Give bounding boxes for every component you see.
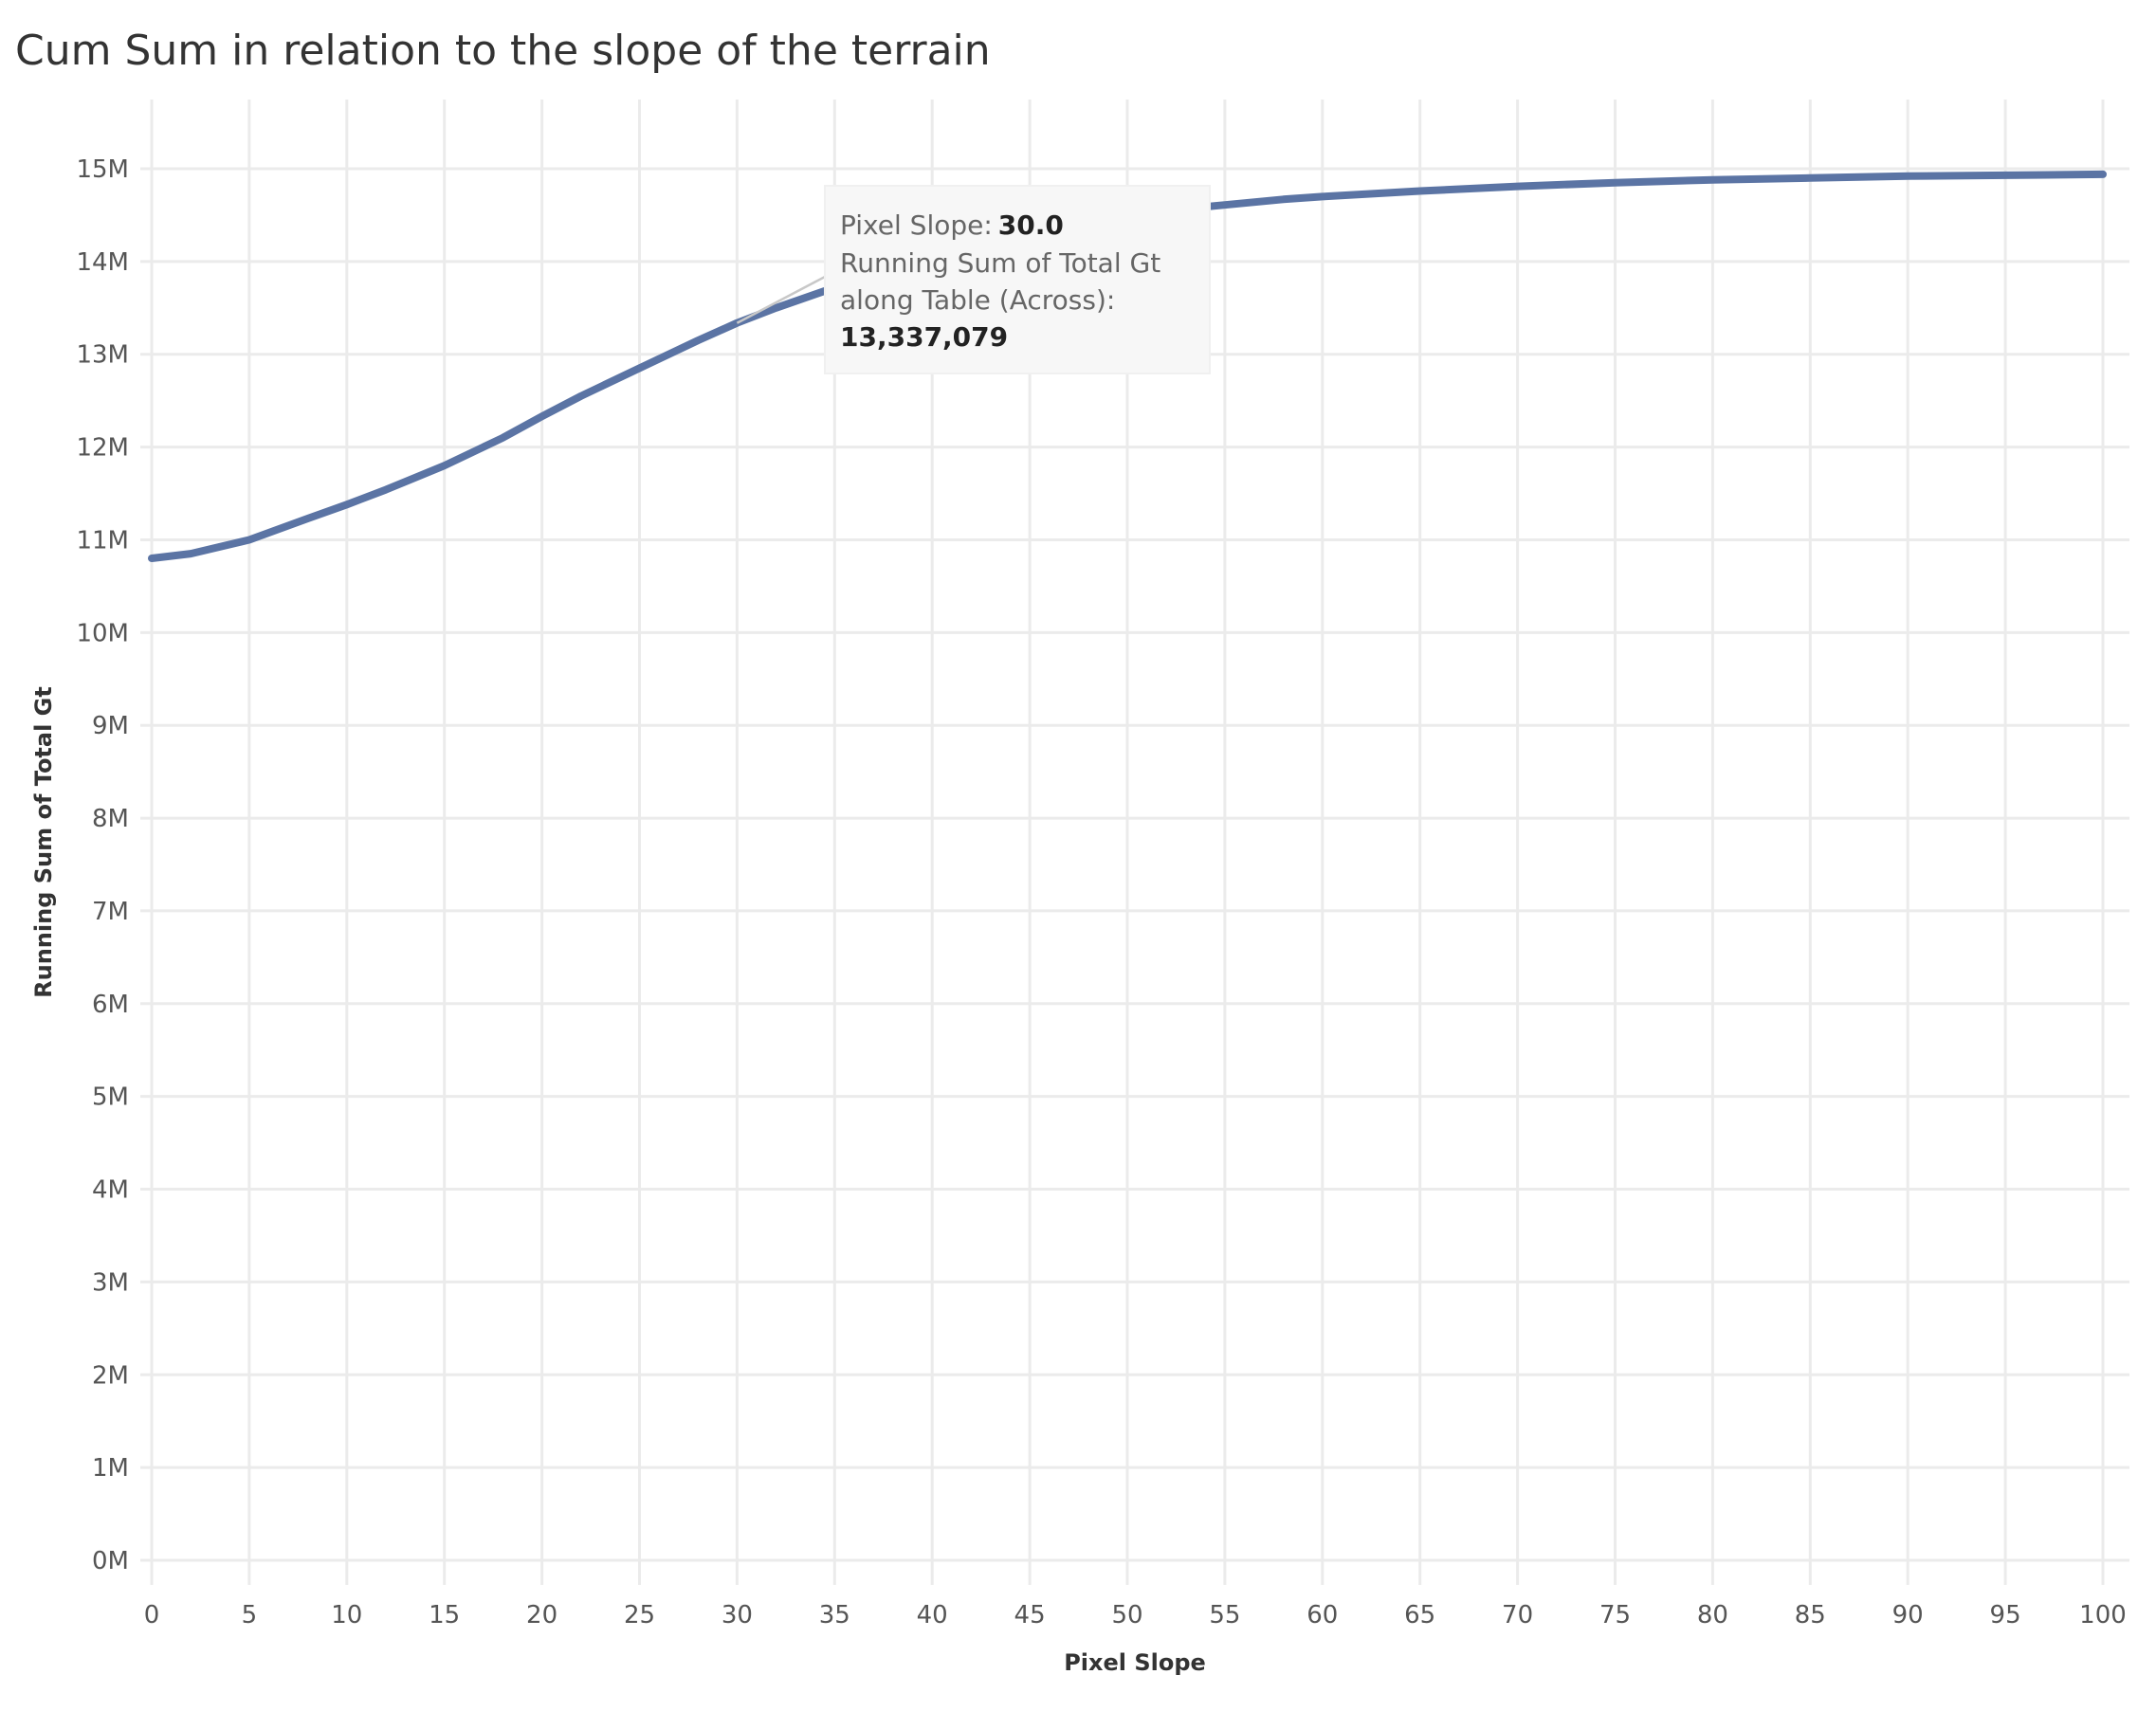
x-axis-title: Pixel Slope bbox=[1064, 1649, 1206, 1676]
tooltip-pointer bbox=[736, 275, 826, 324]
x-tick-label: 90 bbox=[1892, 1601, 1924, 1629]
tooltip-x-label: Pixel Slope: bbox=[840, 209, 993, 241]
tooltip-x-value: 30.0 bbox=[998, 209, 1064, 241]
x-tick-label: 60 bbox=[1306, 1601, 1338, 1629]
x-tick-label: 5 bbox=[242, 1601, 258, 1629]
x-tick-label: 85 bbox=[1795, 1601, 1826, 1629]
y-tick-label: 14M bbox=[76, 248, 129, 277]
x-tick-label: 100 bbox=[2079, 1601, 2127, 1629]
x-tick-label: 25 bbox=[624, 1601, 655, 1629]
x-tick-label: 75 bbox=[1599, 1601, 1631, 1629]
x-tick-label: 30 bbox=[722, 1601, 753, 1629]
y-tick-label: 12M bbox=[76, 434, 129, 463]
x-tick-label: 55 bbox=[1209, 1601, 1240, 1629]
tooltip-y-label-line1: Running Sum of Total Gt bbox=[840, 247, 1160, 279]
y-tick-label: 9M bbox=[92, 712, 129, 740]
x-tick-label: 40 bbox=[917, 1601, 948, 1629]
x-tick-label: 65 bbox=[1404, 1601, 1435, 1629]
y-axis: 0M 1M 2M 3M 4M 5M 6M 7M 8M 9M 10M 11M 12M 13M 14M 15M bbox=[76, 155, 129, 1575]
x-axis: 0 5 10 15 20 25 30 35 40 45 50 55 60 65 70 75 80 85 90 95 10… bbox=[144, 1601, 2127, 1629]
y-tick-label: 1M bbox=[92, 1454, 129, 1483]
y-tick-label: 8M bbox=[92, 805, 129, 833]
x-tick-label: 70 bbox=[1502, 1601, 1533, 1629]
chart-title: Cum Sum in relation to the slope of the … bbox=[15, 27, 991, 75]
x-tick-label: 45 bbox=[1014, 1601, 1046, 1629]
y-tick-label: 5M bbox=[92, 1083, 129, 1112]
y-tick-label: 7M bbox=[92, 898, 129, 926]
y-tick-label: 15M bbox=[76, 155, 129, 184]
tooltip: Pixel Slope: 30.0 Running Sum of Total Gt… bbox=[736, 185, 1211, 374]
tooltip-box bbox=[824, 185, 1211, 374]
x-tick-label: 10 bbox=[331, 1601, 362, 1629]
y-tick-label: 0M bbox=[92, 1547, 129, 1575]
x-tick-label: 80 bbox=[1697, 1601, 1728, 1629]
tooltip-y-value: 13,337,079 bbox=[840, 321, 1008, 353]
tooltip-x-row: Pixel Slope: 30.0 bbox=[840, 209, 1064, 241]
y-tick-label: 2M bbox=[92, 1361, 129, 1390]
y-tick-label: 11M bbox=[76, 526, 129, 555]
y-tick-label: 13M bbox=[76, 341, 129, 370]
y-tick-label: 6M bbox=[92, 991, 129, 1019]
x-tick-label: 15 bbox=[429, 1601, 460, 1629]
y-tick-label: 4M bbox=[92, 1176, 129, 1205]
y-tick-label: 10M bbox=[76, 619, 129, 647]
gridlines bbox=[140, 100, 2129, 1585]
y-axis-title: Running Sum of Total Gt bbox=[30, 686, 57, 998]
x-tick-label: 95 bbox=[1990, 1601, 2021, 1629]
x-tick-label: 35 bbox=[819, 1601, 850, 1629]
x-tick-label: 50 bbox=[1111, 1601, 1142, 1629]
x-tick-label: 0 bbox=[144, 1601, 160, 1629]
y-tick-label: 3M bbox=[92, 1268, 129, 1297]
tooltip-y-label-line2: along Table (Across): bbox=[840, 284, 1115, 316]
x-tick-label: 20 bbox=[526, 1601, 557, 1629]
